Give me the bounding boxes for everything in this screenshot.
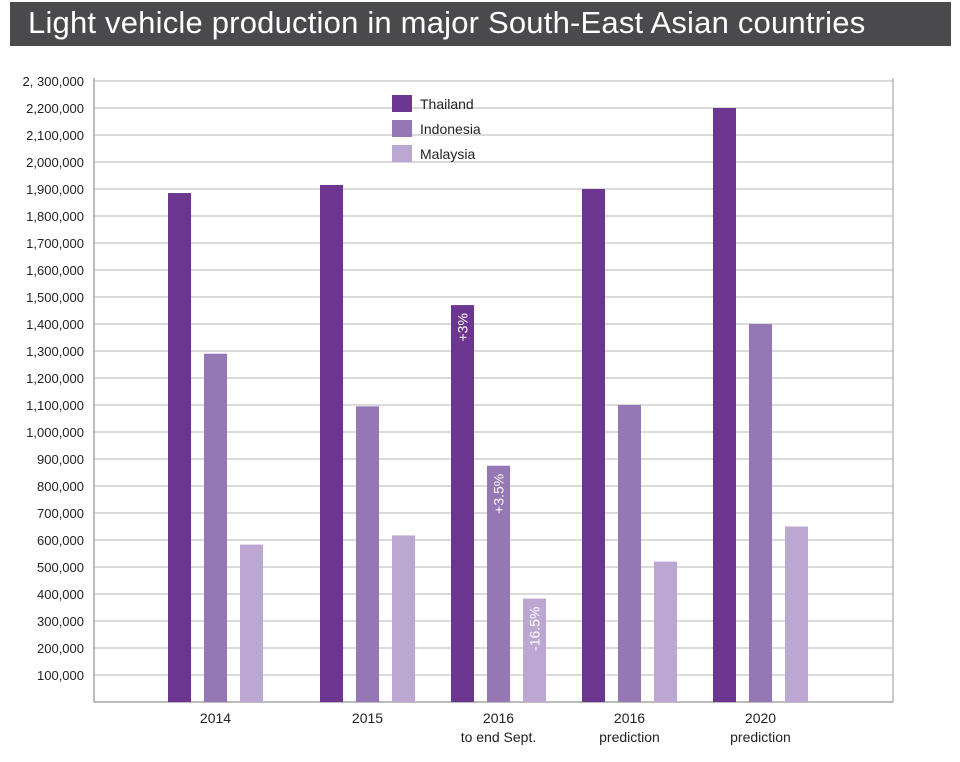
y-tick-label: 100,000 (37, 668, 84, 683)
legend-swatch-indonesia (392, 120, 412, 137)
y-tick-label: 2,000,000 (26, 155, 84, 170)
y-tick-label: 900,000 (37, 452, 84, 467)
x-category-label: 2016 (483, 710, 514, 726)
bar-indonesia (356, 406, 379, 702)
x-category-label: to end Sept. (461, 729, 537, 745)
bar-malaysia (523, 598, 546, 702)
y-tick-label: 1,700,000 (26, 236, 84, 251)
y-tick-label: 1,800,000 (26, 209, 84, 224)
bar-indonesia (749, 324, 772, 702)
legend-swatch-malaysia (392, 145, 412, 162)
y-tick-label: 400,000 (37, 587, 84, 602)
y-tick-label: 2,100,000 (26, 128, 84, 143)
y-tick-label: 500,000 (37, 560, 84, 575)
bar-thailand (582, 189, 605, 702)
legend-swatch-thailand (392, 95, 412, 112)
bar-malaysia (240, 544, 263, 702)
y-tick-label: 800,000 (37, 479, 84, 494)
y-tick-label: 1,500,000 (26, 290, 84, 305)
y-tick-label: 300,000 (37, 614, 84, 629)
bar-thailand (320, 184, 343, 702)
y-tick-label: 2,200,000 (26, 101, 84, 116)
bar-indonesia (204, 353, 227, 702)
y-tick-label: 1,000,000 (26, 425, 84, 440)
y-tick-label: 600,000 (37, 533, 84, 548)
x-category-label: 2020 (745, 710, 776, 726)
x-category-label: 2015 (352, 710, 383, 726)
x-category-label: prediction (730, 729, 791, 745)
bar-malaysia (392, 535, 415, 702)
bar-malaysia (785, 526, 808, 702)
legend-label: Malaysia (420, 146, 475, 162)
bar-annotation: +3% (455, 313, 471, 341)
y-tick-label: 1,600,000 (26, 263, 84, 278)
y-tick-label: 200,000 (37, 641, 84, 656)
x-category-label: 2016 (614, 710, 645, 726)
bar-indonesia (487, 465, 510, 702)
title-bar: Light vehicle production in major South-… (10, 2, 951, 46)
y-tick-label: 1,200,000 (26, 371, 84, 386)
y-tick-label: 700,000 (37, 506, 84, 521)
x-category-label: 2014 (200, 710, 231, 726)
y-tick-label: 1,300,000 (26, 344, 84, 359)
y-tick-label: 2, 300,000 (23, 74, 84, 89)
y-tick-label: 1,400,000 (26, 317, 84, 332)
x-category-label: prediction (599, 729, 660, 745)
y-tick-label: 1,100,000 (26, 398, 84, 413)
bar-malaysia (654, 561, 677, 702)
legend-label: Thailand (420, 96, 474, 112)
bar-indonesia (618, 405, 641, 702)
bar-thailand (168, 193, 191, 703)
bar-annotation: -16.5% (527, 607, 543, 651)
bar-thailand (451, 305, 474, 702)
bar-annotation: +3.5% (491, 474, 507, 514)
chart-title: Light vehicle production in major South-… (28, 5, 866, 40)
bar-thailand (713, 108, 736, 702)
y-tick-label: 1,900,000 (26, 182, 84, 197)
legend-label: Indonesia (420, 121, 481, 137)
